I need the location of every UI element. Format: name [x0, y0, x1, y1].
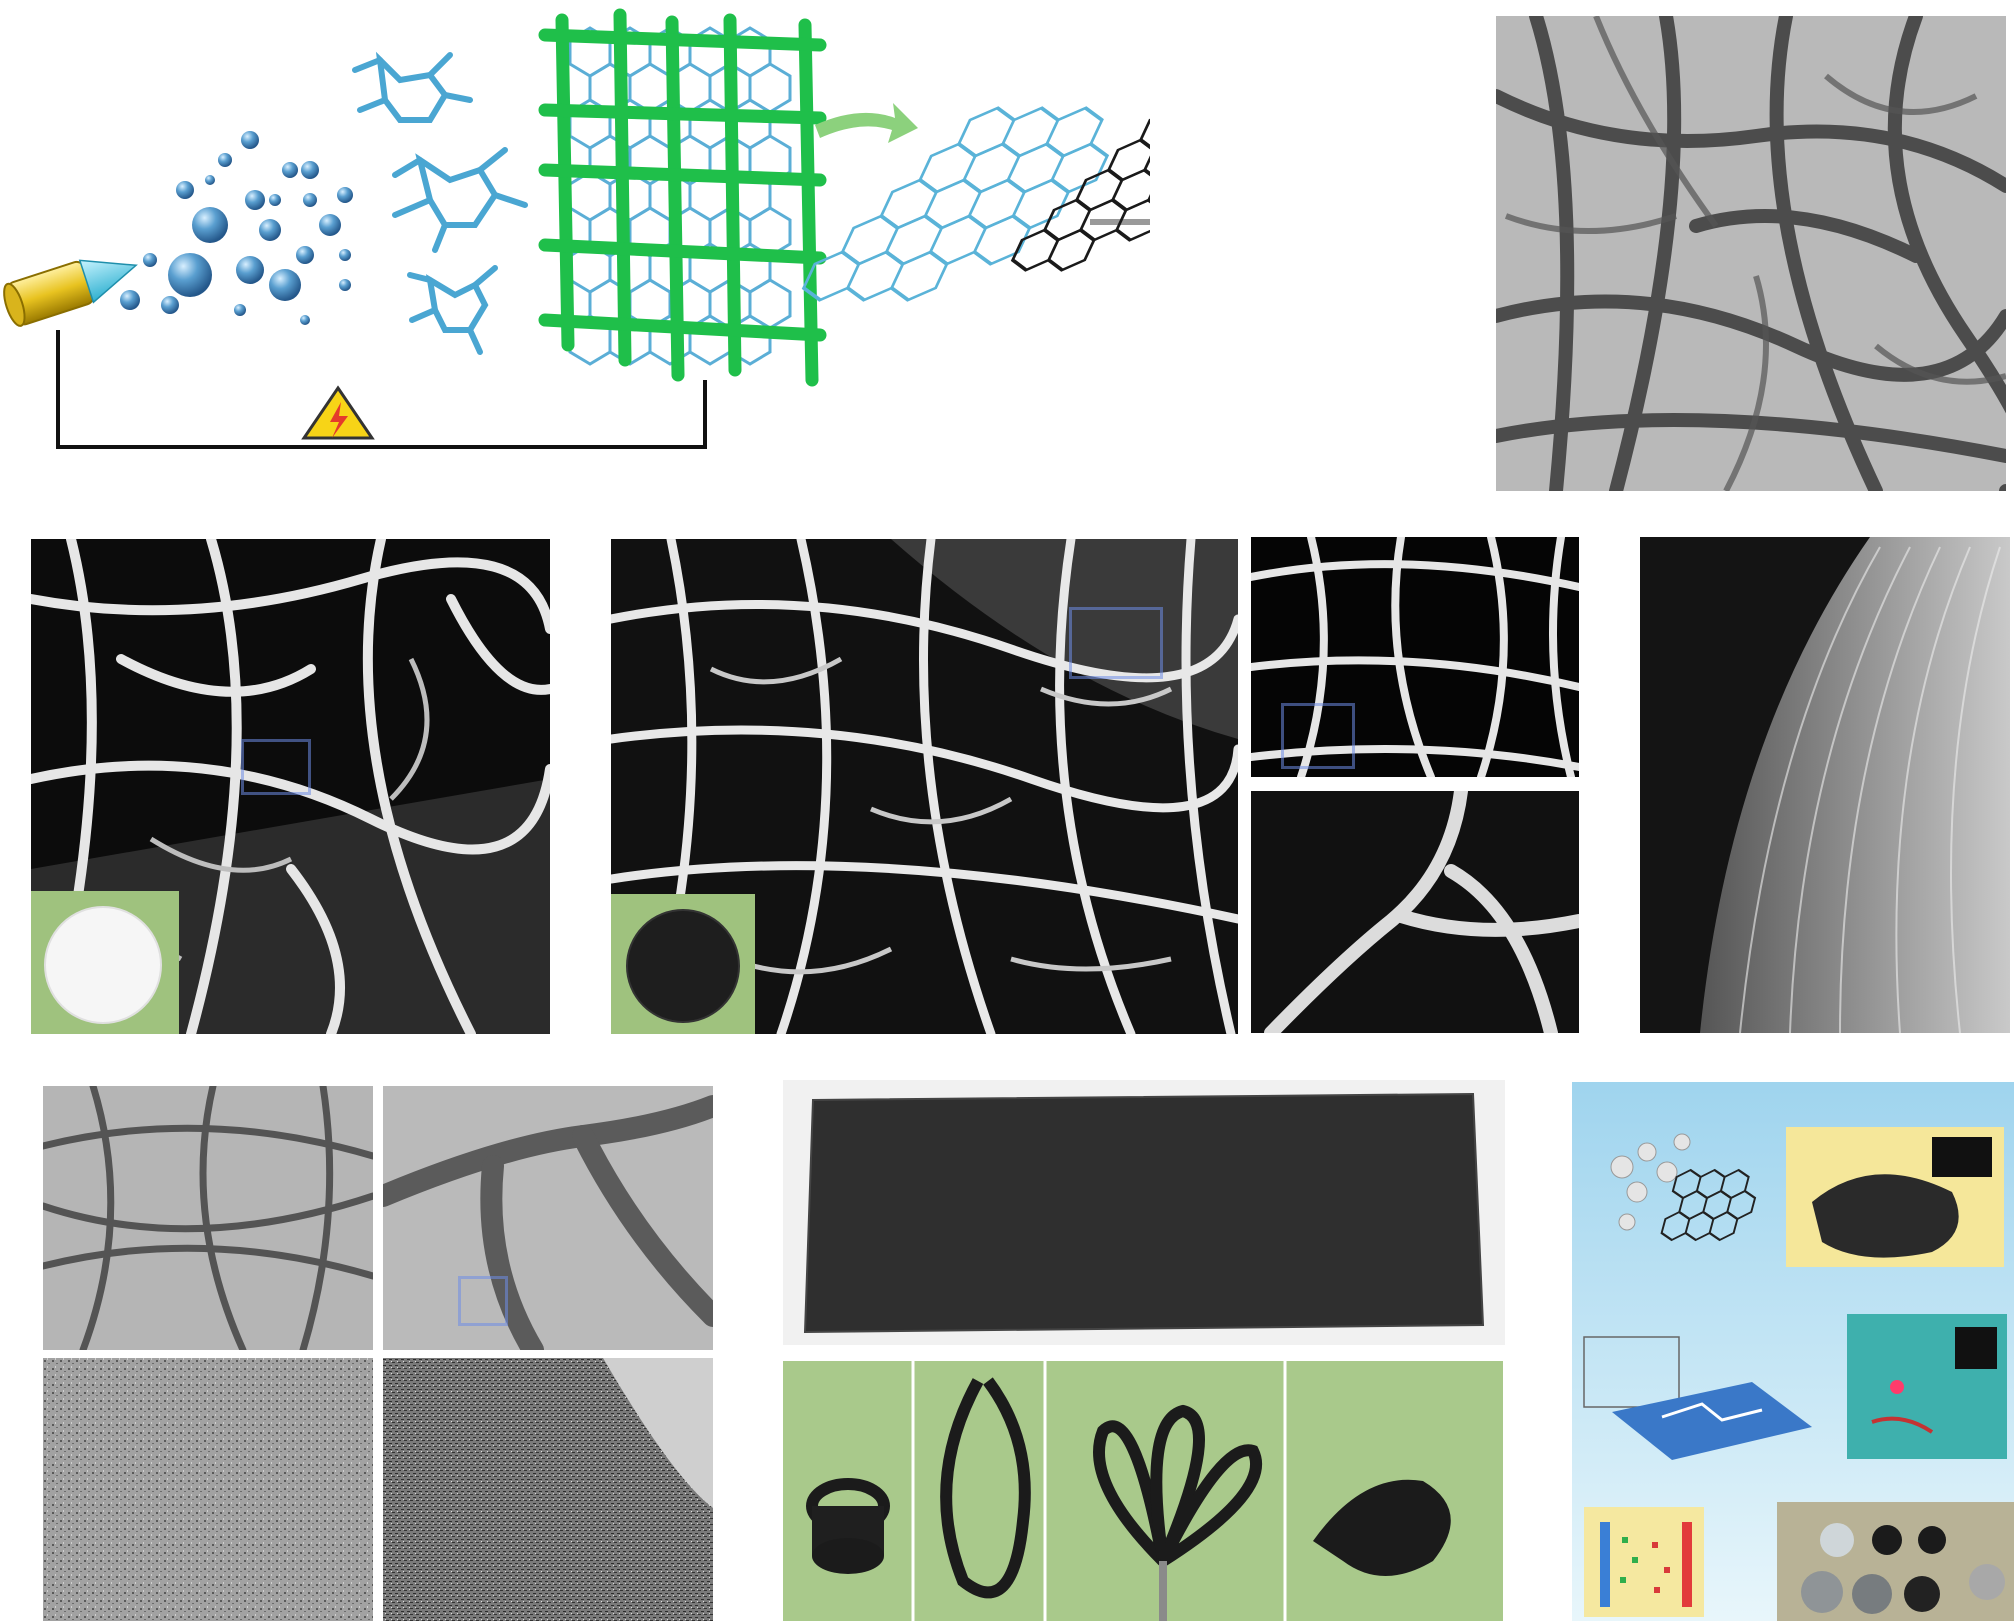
voltage-circuit-bottom	[0, 380, 760, 470]
hrtem-image-1	[43, 1358, 373, 1621]
carbon-honeycomb-sheet	[1010, 108, 1150, 272]
twisted-strip	[1313, 1479, 1451, 1576]
sem-zoom-1	[1251, 537, 1579, 777]
polymer-droplets	[120, 131, 353, 325]
zoom-indicator-box	[241, 739, 311, 795]
tem-image-bottom-2	[383, 1086, 713, 1350]
tem-image-fiber-network	[1496, 16, 2006, 491]
supercapacitor-schematic	[1584, 1507, 1704, 1617]
high-voltage-warning-icon	[301, 385, 375, 440]
white-membrane-disc	[44, 906, 162, 1024]
spinneret-nozzle	[3, 259, 138, 327]
hrtem-image-2	[383, 1358, 713, 1621]
folded-flower	[1093, 1404, 1263, 1621]
inset-photo-white-membrane	[31, 891, 179, 1034]
sem-image-precursor	[31, 539, 550, 1034]
right-arrow-icon	[1090, 219, 1150, 225]
right-arrow-icon	[815, 103, 918, 143]
rolled-ring	[806, 1478, 890, 1574]
precursor-molecules	[352, 51, 528, 355]
application-infographic	[1572, 1082, 2014, 1621]
sem-image-carbonized	[611, 539, 1238, 1034]
photo-carbon-membrane-sheet	[783, 1080, 1505, 1345]
zoom-indicator-box	[1281, 703, 1355, 769]
photo-led-circuit	[1847, 1314, 2007, 1459]
tem-image-bottom-1	[43, 1086, 373, 1350]
sem-zoom-2	[1251, 791, 1579, 1033]
photo-flexibility-demo	[783, 1361, 1503, 1621]
photo-coin-cells	[1777, 1502, 2014, 1621]
zoom-indicator-box	[458, 1276, 508, 1326]
zoom-indicator-box	[1069, 607, 1163, 679]
filtration-schematic	[1610, 1133, 1757, 1242]
electric-heating-schematic	[1583, 1336, 1812, 1460]
inset-photo-black-membrane	[611, 894, 755, 1034]
sem-image-fiber-bundle	[1640, 537, 2010, 1033]
collector-mesh	[538, 8, 827, 387]
black-membrane-disc	[626, 909, 740, 1023]
looped-strip	[940, 1377, 1031, 1599]
photo-face-mask	[1786, 1127, 2004, 1267]
electrospinning-schematic	[0, 0, 1150, 395]
precursor-honeycomb-sheet	[801, 106, 1110, 302]
